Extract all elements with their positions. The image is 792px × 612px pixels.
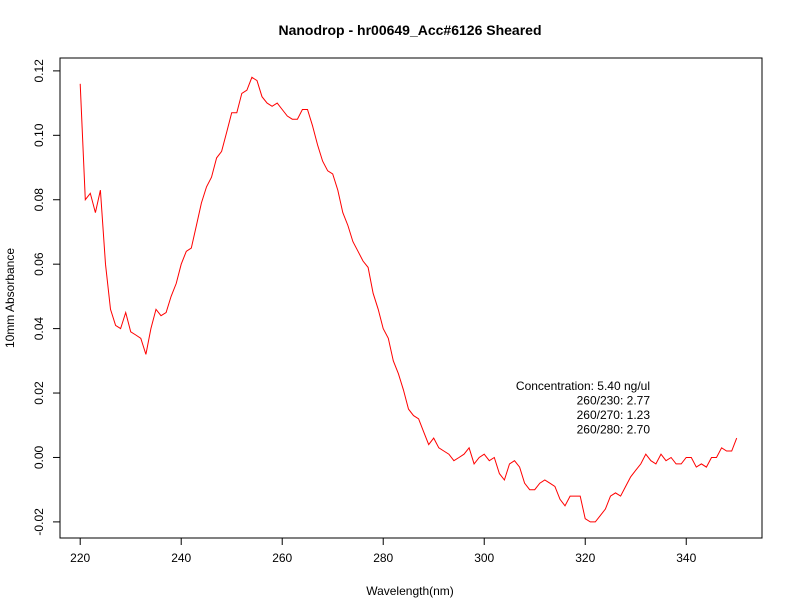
y-tick-label: 0.10 xyxy=(32,123,46,147)
x-axis: 220 240 260 280 300 320 340 xyxy=(70,538,697,565)
y-tick-label: 0.06 xyxy=(32,252,46,276)
absorbance-series-line xyxy=(79,76,738,523)
x-tick-label: 240 xyxy=(171,551,191,565)
y-tick-label: 0.12 xyxy=(32,59,46,83)
annotation-line: 260/270: 1.23 xyxy=(577,408,651,422)
y-tick-label: 0.04 xyxy=(32,317,46,341)
y-tick-label: 0.02 xyxy=(32,381,46,405)
annotation-line: Concentration: 5.40 ng/ul xyxy=(516,379,650,393)
x-tick-label: 280 xyxy=(373,551,393,565)
chart-title: Nanodrop - hr00649_Acc#6126 Sheared xyxy=(278,22,541,38)
y-axis-label: 10mm Absorbance xyxy=(3,248,17,348)
x-tick-label: 340 xyxy=(676,551,696,565)
x-axis-label: Wavelength(nm) xyxy=(366,584,454,598)
annotation-line: 260/280: 2.70 xyxy=(577,423,651,437)
x-tick-label: 260 xyxy=(272,551,292,565)
plot-frame xyxy=(59,57,763,539)
x-tick-label: 300 xyxy=(474,551,494,565)
y-tick-label: 0.08 xyxy=(32,188,46,212)
y-axis: -0.02 0.00 0.02 0.04 0.06 0.08 0.10 0.12 xyxy=(32,59,60,536)
annotation-line: 260/230: 2.77 xyxy=(577,394,651,408)
x-tick-label: 320 xyxy=(575,551,595,565)
y-tick-label: -0.02 xyxy=(32,508,46,536)
y-tick-label: 0.00 xyxy=(32,445,46,469)
x-tick-label: 220 xyxy=(70,551,90,565)
